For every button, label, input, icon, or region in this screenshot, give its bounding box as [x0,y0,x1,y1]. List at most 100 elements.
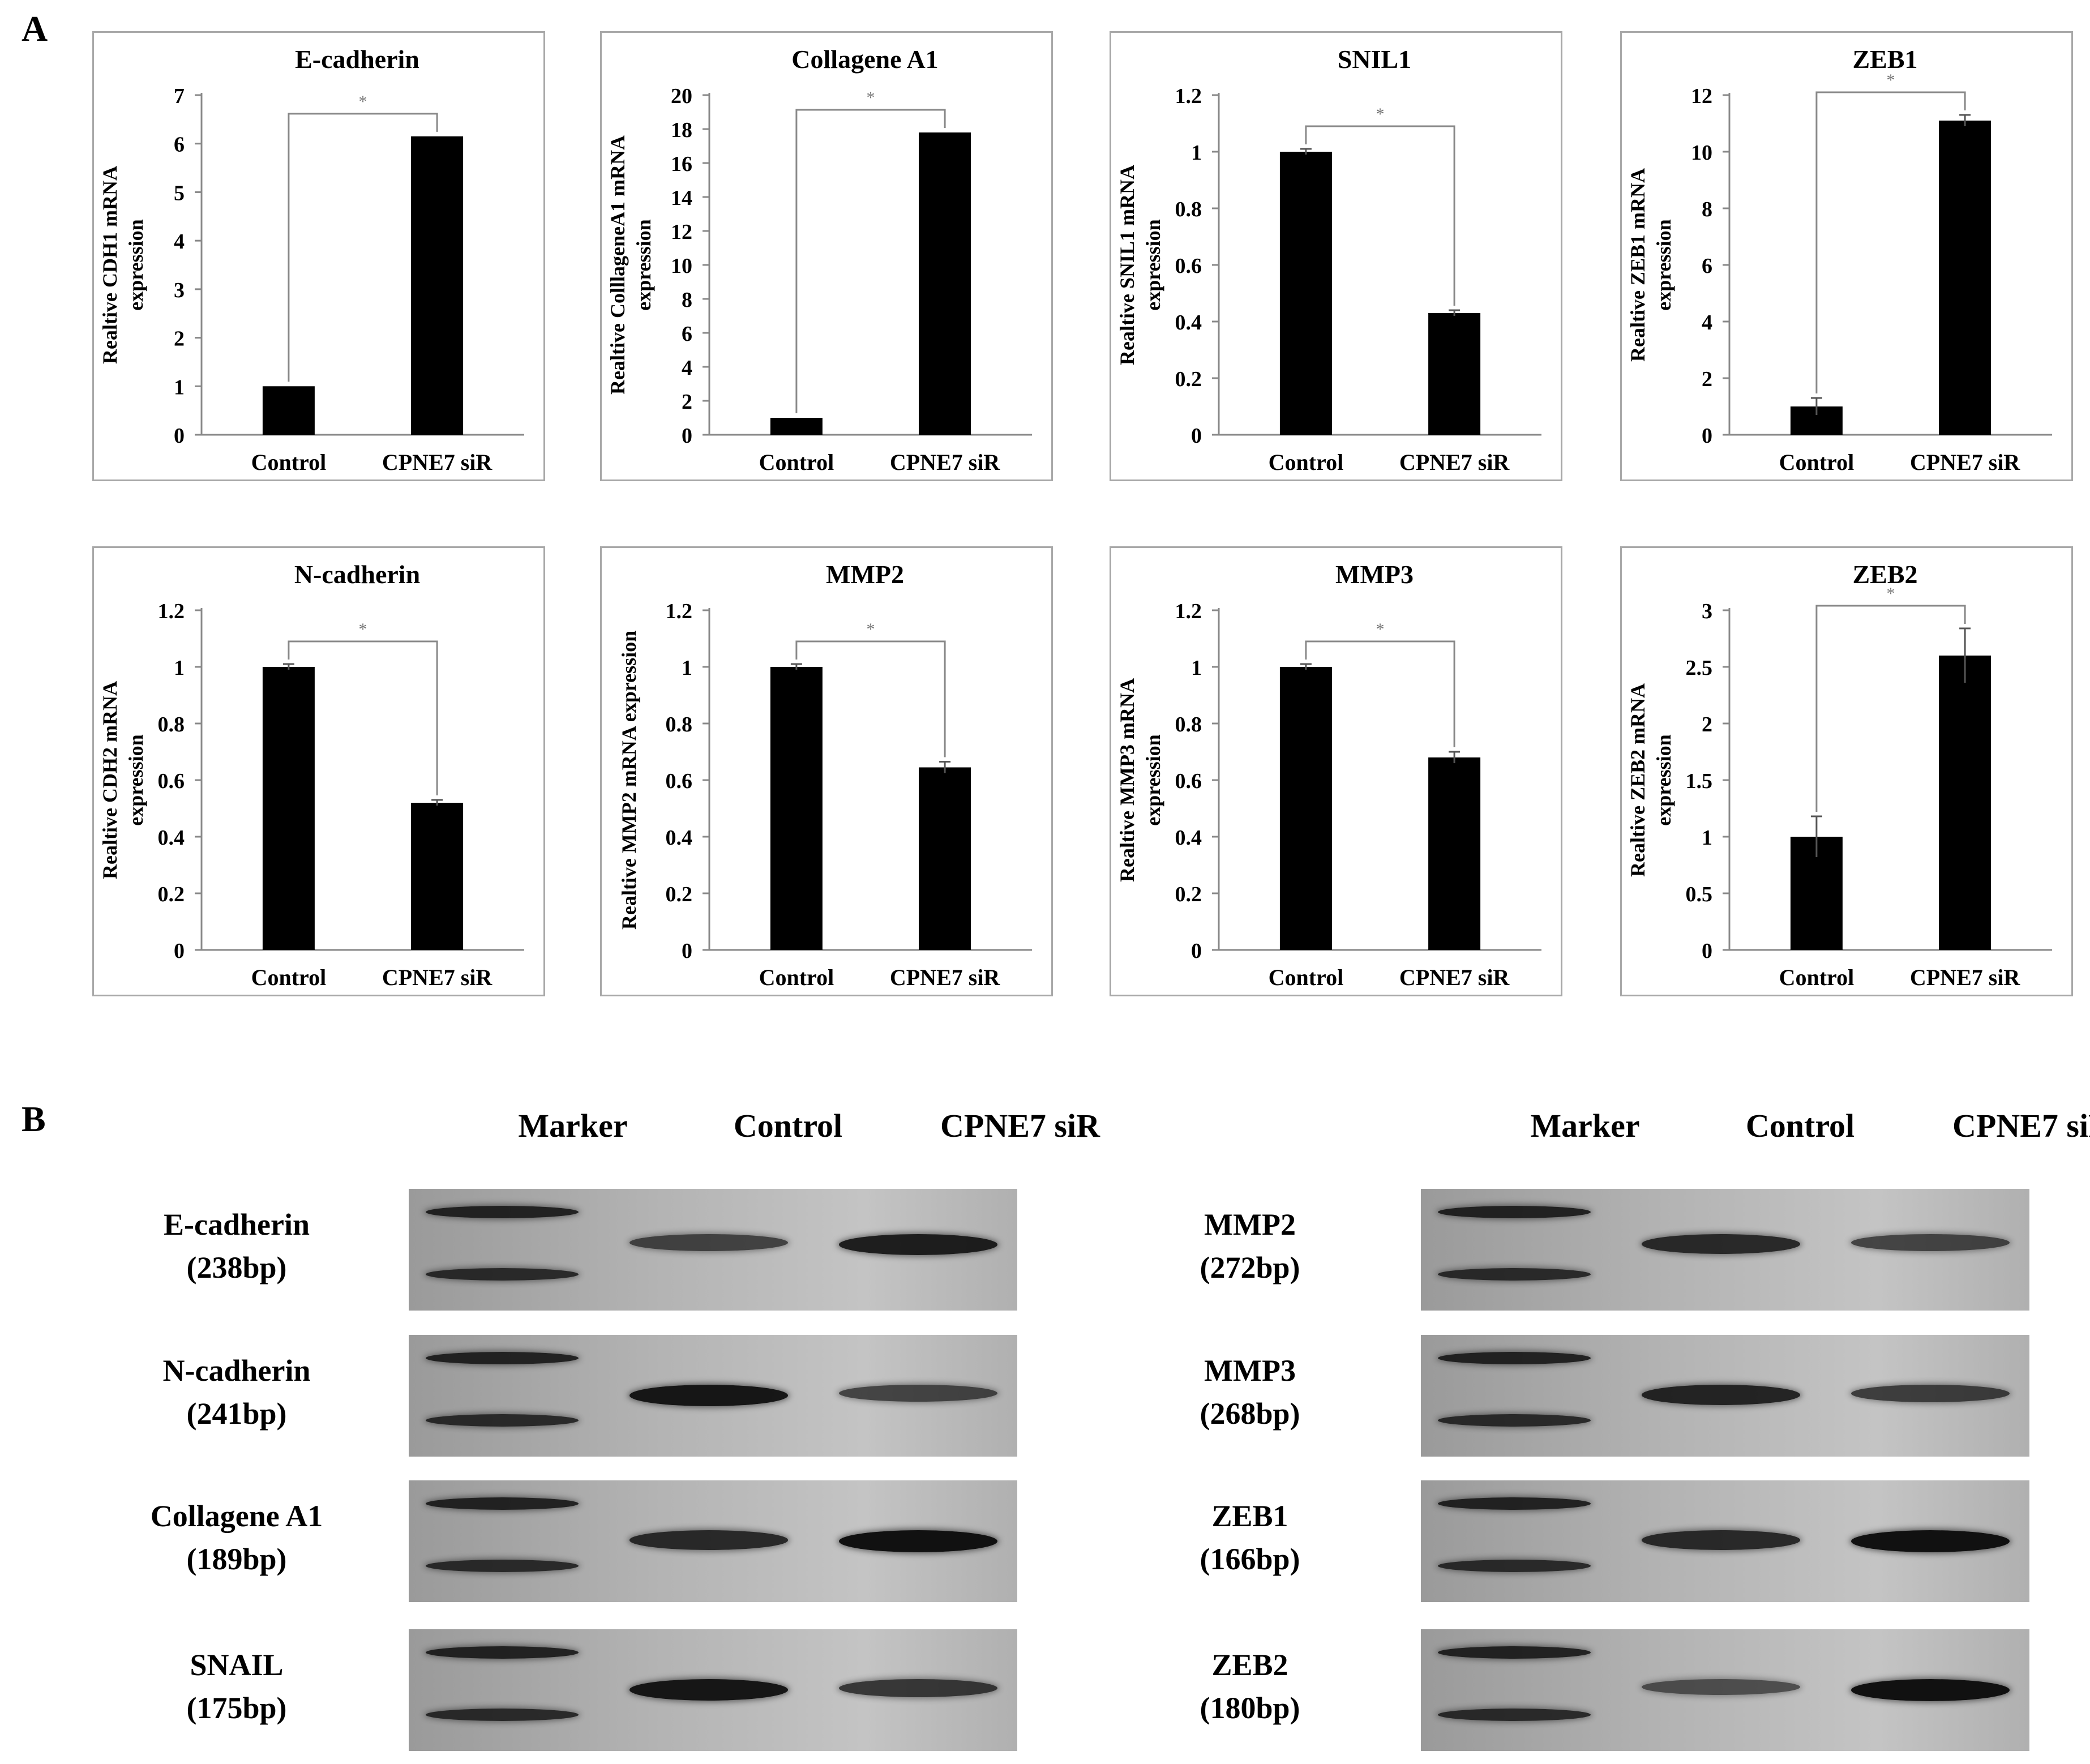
y-tick-label: 0 [682,939,692,963]
chart-svg: ZEB1 0 2 4 6 8 10 12 Realtive ZEB1 mRNA expressio… [1626,45,2052,475]
chart-title: N-cadherin [294,560,420,589]
chart-5: N-cadherin 0 0.2 0.4 0.6 0.8 1 1.2 Realtive CDH2… [92,546,545,996]
bar-cpne7-sir [1428,313,1481,435]
gel-image [1421,1335,2029,1457]
bar-control [770,418,823,435]
y-axis-label: expression [1142,219,1164,310]
marker-band [1438,1709,1591,1721]
lane-header: CPNE7 siR [940,1107,1100,1144]
marker-band [426,1414,579,1427]
significance-label: * [1887,71,1895,89]
gel-row-label: SNAIL (175bp) [112,1643,361,1729]
y-tick-label: 1.2 [158,600,185,623]
y-axis-label: Realtive MMP2 mRNA expression [618,631,640,930]
x-tick-label: Control [251,965,327,990]
panel-label-a: A [22,8,48,49]
product-size: (268bp) [1200,1397,1300,1431]
lane-header: Marker [1530,1107,1640,1144]
chart-title: SNIL1 [1338,45,1411,74]
significance-bracket [1305,640,1455,747]
x-tick-label: Control [1779,965,1855,990]
y-tick-label: 6 [174,133,185,157]
y-tick-label: 2 [174,327,185,351]
control-band [1642,1530,1800,1550]
chart-title: MMP2 [826,560,904,589]
gel-image [1421,1189,2029,1311]
y-tick-label: 0.4 [666,826,693,850]
y-tick-label: 6 [1702,254,1712,278]
bar-cpne7-sir [919,767,971,950]
gene-name: Collagene A1 [150,1499,323,1533]
y-axis-label: expression [1652,734,1675,825]
y-tick-label: 0.2 [666,883,693,906]
y-axis-label: Realtive ZEB2 mRNA [1626,683,1649,877]
lane-header: Control [733,1107,843,1144]
y-tick-label: 8 [682,288,692,312]
gel-row-label: N-cadherin (241bp) [112,1349,361,1435]
bar-control [1279,667,1332,950]
bar-cpne7-sir [919,132,971,435]
control-band [629,1385,788,1406]
gene-name: N-cadherin [162,1354,311,1388]
bar-cpne7-sir [1428,757,1481,950]
gel-row-label: MMP2 (272bp) [1125,1203,1374,1289]
y-axis-label: expression [1142,734,1164,825]
gel-image [1421,1629,2029,1751]
gel-row-label: MMP3 (268bp) [1125,1349,1374,1435]
y-tick-label: 1 [1191,141,1202,165]
y-tick-label: 0 [174,424,185,448]
y-tick-label: 18 [671,118,692,142]
y-tick-label: 4 [174,230,185,254]
chart-title: ZEB1 [1852,45,1917,74]
y-tick-label: 0.8 [1175,198,1202,221]
control-band [1642,1679,1800,1695]
y-axis-label: Realtive MMP3 mRNA [1116,678,1138,882]
y-tick-label: 1 [174,656,185,680]
x-tick-label: Control [759,449,834,475]
product-size: (175bp) [186,1691,287,1725]
significance-bracket [288,113,438,382]
sir-band [1851,1679,2010,1701]
marker-band [426,1352,579,1364]
y-tick-label: 0.8 [666,713,693,737]
marker-band [426,1206,579,1218]
marker-band [426,1709,579,1721]
lane-header: Control [1745,1107,1855,1144]
gel-row-label: E-cadherin (238bp) [112,1203,361,1289]
bar-control [262,667,315,950]
chart-svg: E-cadherin 0 1 2 3 4 5 6 7 Realtive CDH1 mRNA expr… [98,45,524,475]
y-tick-label: 0.5 [1686,883,1713,906]
y-tick-label: 20 [671,84,692,108]
y-axis-label: expression [632,219,655,310]
gene-name: ZEB2 [1211,1648,1288,1682]
product-size: (241bp) [186,1397,287,1431]
significance-label: * [1376,620,1385,639]
control-band [629,1234,788,1252]
y-tick-label: 0 [682,424,692,448]
bar-cpne7-sir [1939,656,1992,950]
marker-band [426,1497,579,1510]
chart-svg: Collagene A1 0 2 4 6 8 10 12 14 16 18 20 Realtive Co… [606,45,1032,475]
y-axis-label: expression [125,219,147,310]
chart-title: E-cadherin [295,45,419,74]
chart-title: MMP3 [1335,560,1414,589]
y-tick-label: 2 [1702,713,1712,737]
x-tick-label: Control [759,965,834,990]
y-axis-label: Realtive CDH2 mRNA [98,681,121,879]
y-axis-label: expression [125,734,147,825]
significance-bracket [288,640,438,795]
y-tick-label: 12 [1691,84,1712,108]
gel-row-label: ZEB2 (180bp) [1125,1643,1374,1729]
y-tick-label: 0.4 [1175,826,1202,850]
bar-control [262,386,315,435]
significance-label: * [867,88,875,107]
y-tick-label: 8 [1702,198,1712,221]
y-tick-label: 5 [174,181,185,205]
x-tick-label: CPNE7 siR [382,965,493,990]
sir-band [839,1385,997,1402]
chart-svg: SNIL1 0 0.2 0.4 0.6 0.8 1 1.2 Realtive SNIL1 mRN… [1116,45,1541,475]
chart-svg: MMP3 0 0.2 0.4 0.6 0.8 1 1.2 Realtive MMP3 mRNA e… [1116,560,1541,990]
x-tick-label: Control [251,449,327,475]
y-tick-label: 1 [682,656,692,680]
y-tick-label: 0.6 [1175,254,1202,278]
